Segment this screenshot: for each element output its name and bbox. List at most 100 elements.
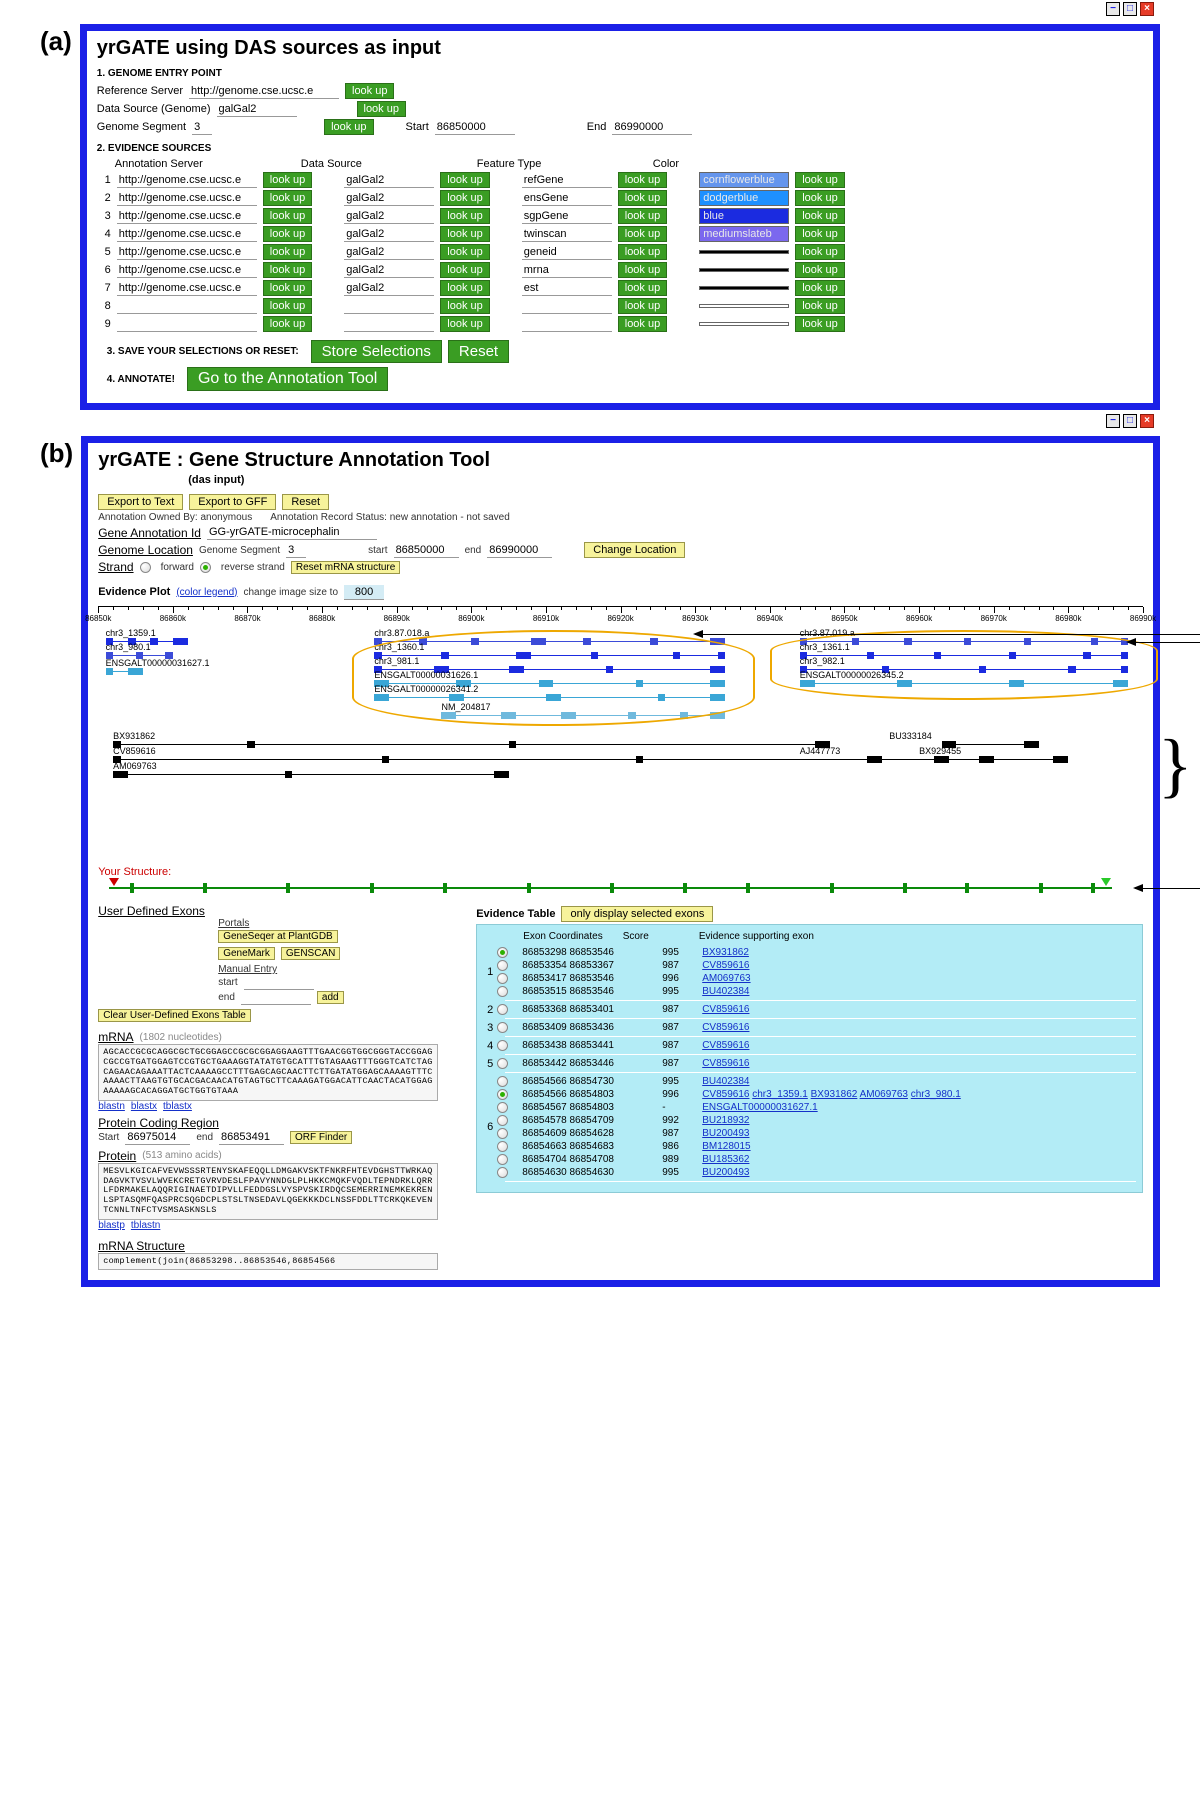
blastn-link[interactable]: blastn [98,1101,125,1112]
color-swatch[interactable]: blue [699,208,789,224]
lookup-button[interactable]: look up [440,244,489,260]
lookup-button[interactable]: look up [795,262,844,278]
color-swatch[interactable]: mediumslateb [699,226,789,242]
maximize-icon[interactable]: □ [1123,2,1137,16]
img-size-input[interactable] [344,585,384,600]
lookup-button[interactable]: look up [795,208,844,224]
change-loc-button[interactable]: Change Location [584,542,685,558]
lookup-button[interactable]: look up [618,280,667,296]
lookup-button[interactable]: look up [357,101,406,117]
feature-input[interactable] [522,227,612,242]
data-source-input[interactable] [344,263,434,278]
export-text-button[interactable]: Export to Text [98,494,183,510]
lookup-button[interactable]: look up [263,316,312,332]
genome-seg-input[interactable] [192,120,212,135]
start-input-b[interactable] [394,543,459,558]
lookup-button[interactable]: look up [440,262,489,278]
lookup-button[interactable]: look up [263,280,312,296]
maximize-icon[interactable]: □ [1123,414,1137,428]
exon-radio[interactable] [497,1004,508,1015]
color-swatch[interactable] [699,250,789,254]
evidence-link[interactable]: CV859616 [702,1040,749,1051]
lookup-button[interactable]: look up [618,316,667,332]
lookup-button[interactable]: look up [795,316,844,332]
exon-radio[interactable] [497,1058,508,1069]
lookup-button[interactable]: look up [263,190,312,206]
manual-start-input[interactable] [244,975,314,990]
feature-input[interactable] [522,317,612,332]
evidence-link[interactable]: BU402384 [702,986,749,997]
data-source-input[interactable] [344,209,434,224]
ann-server-input[interactable] [117,263,257,278]
genome-seg-input-b[interactable] [286,543,306,558]
lookup-button[interactable]: look up [795,190,844,206]
ann-server-input[interactable] [117,227,257,242]
lookup-button[interactable]: look up [795,226,844,242]
lookup-button[interactable]: look up [263,262,312,278]
evidence-link[interactable]: BX931862 [702,947,749,958]
feature-input[interactable] [522,281,612,296]
reset-button[interactable]: Reset [448,340,509,363]
exon-radio[interactable] [497,1040,508,1051]
evidence-link[interactable]: BU218932 [702,1115,749,1126]
feature-input[interactable] [522,299,612,314]
evidence-link[interactable]: CV859616 [702,1022,749,1033]
feature-input[interactable] [522,173,612,188]
lookup-button[interactable]: look up [618,208,667,224]
ann-server-input[interactable] [117,299,257,314]
evidence-link[interactable]: BU200493 [702,1167,749,1178]
lookup-button[interactable]: look up [795,280,844,296]
end-input[interactable] [612,120,692,135]
feature-input[interactable] [522,209,612,224]
minimize-icon[interactable]: − [1106,2,1120,16]
only-selected-button[interactable]: only display selected exons [561,906,713,922]
genscan-button[interactable]: GENSCAN [281,947,340,960]
lookup-button[interactable]: look up [618,226,667,242]
lookup-button[interactable]: look up [263,244,312,260]
evidence-link[interactable]: CV859616 [702,960,749,971]
exon-radio[interactable] [497,973,508,984]
exon-radio[interactable] [497,1022,508,1033]
color-swatch[interactable]: dodgerblue [699,190,789,206]
data-source-input[interactable] [344,281,434,296]
evidence-link[interactable]: BU402384 [702,1076,749,1087]
evidence-link[interactable]: chr3_1359.1 [752,1089,808,1100]
reverse-radio[interactable] [200,562,211,573]
lookup-button[interactable]: look up [263,298,312,314]
lookup-button[interactable]: look up [263,172,312,188]
exon-radio[interactable] [497,947,508,958]
lookup-button[interactable]: look up [440,190,489,206]
ann-server-input[interactable] [117,173,257,188]
evidence-plot[interactable]: 86850k86860k86870k86880k86890k86900k8691… [98,606,1143,856]
data-source-input[interactable] [344,227,434,242]
color-swatch[interactable] [699,268,789,272]
evidence-link[interactable]: BU200493 [702,1128,749,1139]
lookup-button[interactable]: look up [618,244,667,260]
ann-server-input[interactable] [117,209,257,224]
ref-server-input[interactable] [189,84,339,99]
clear-ude-button[interactable]: Clear User-Defined Exons Table [98,1009,251,1022]
feature-input[interactable] [522,191,612,206]
color-legend-link[interactable]: (color legend) [176,587,237,598]
blastx-link[interactable]: blastx [131,1101,157,1112]
close-icon[interactable]: × [1140,2,1154,16]
manual-end-input[interactable] [241,990,311,1005]
lookup-button[interactable]: look up [440,226,489,242]
your-structure-track[interactable] [98,878,1143,898]
lookup-button[interactable]: look up [618,298,667,314]
reset-button[interactable]: Reset [282,494,329,510]
add-button[interactable]: add [317,991,344,1004]
exon-radio[interactable] [497,1141,508,1152]
evidence-link[interactable]: AM069763 [702,973,750,984]
evidence-link[interactable]: BM128015 [702,1141,750,1152]
lookup-button[interactable]: look up [618,262,667,278]
evidence-link[interactable]: BU185362 [702,1154,749,1165]
lookup-button[interactable]: look up [795,172,844,188]
lookup-button[interactable]: look up [440,208,489,224]
lookup-button[interactable]: look up [795,298,844,314]
evidence-link[interactable]: BX931862 [811,1089,858,1100]
blastp-link[interactable]: blastp [98,1220,125,1231]
feature-input[interactable] [522,245,612,260]
exon-radio[interactable] [497,960,508,971]
pcr-end-input[interactable] [219,1130,284,1145]
